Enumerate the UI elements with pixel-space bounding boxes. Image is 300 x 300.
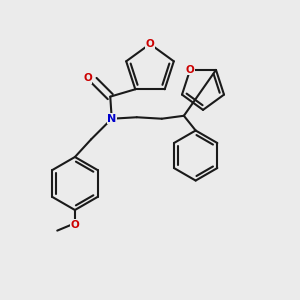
Text: O: O: [83, 73, 92, 83]
Text: N: N: [107, 114, 116, 124]
Text: O: O: [146, 39, 154, 49]
Text: O: O: [70, 220, 79, 230]
Text: O: O: [186, 65, 194, 75]
